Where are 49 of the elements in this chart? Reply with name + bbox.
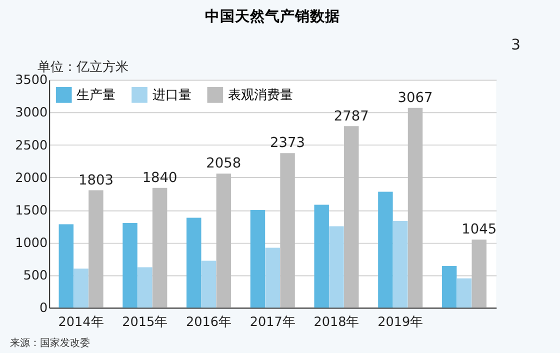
data-label: 2787: [334, 108, 369, 124]
bar: [408, 108, 423, 308]
x-tick-label: 2014年: [58, 314, 104, 330]
bar: [201, 260, 216, 308]
y-tick-label: 0: [40, 301, 48, 316]
legend-label: 表观消费量: [228, 88, 293, 103]
bar: [138, 267, 152, 308]
bar: [152, 188, 168, 308]
data-label: 3067: [398, 90, 433, 106]
bar: [472, 240, 486, 308]
bar: [442, 266, 457, 308]
bar: [392, 221, 408, 308]
bar: [58, 224, 74, 308]
x-tick-label: 2015年: [122, 314, 168, 330]
data-label: 1840: [142, 170, 178, 186]
y-tick-label: 2000: [15, 170, 48, 186]
y-tick-label: 1000: [15, 236, 48, 251]
bar: [280, 153, 295, 308]
legend-label: 进口量: [152, 88, 192, 103]
bar: [74, 268, 88, 308]
bar: [265, 248, 280, 308]
data-label: 2373: [270, 135, 306, 152]
y-axis-title: 单位：亿立方米: [37, 58, 128, 75]
x-tick-label: 2019年: [378, 314, 424, 330]
y-tick-label: 3000: [15, 106, 48, 121]
source-note: 来源：国家发改委: [10, 336, 90, 349]
bar: [456, 278, 472, 308]
bar: [216, 174, 232, 308]
bar: [344, 126, 359, 308]
text: 3: [511, 36, 520, 54]
x-tick-label: 2017年: [250, 314, 296, 330]
y-tick-label: 1500: [15, 203, 48, 218]
bar: [314, 204, 329, 308]
data-label: 2058: [206, 156, 242, 172]
y-tick-label: 3500: [15, 73, 48, 88]
bar: [88, 190, 104, 308]
bar: [329, 226, 344, 308]
bar: [378, 192, 393, 308]
y-tick-label: 2500: [15, 138, 48, 154]
data-label: 1045: [462, 222, 497, 238]
bar: [122, 223, 138, 308]
y-tick-label: 500: [23, 268, 48, 284]
bar: [250, 210, 266, 308]
bar: [186, 218, 202, 308]
legend-label: 生产量: [76, 88, 116, 103]
x-tick-label: 2016年: [186, 314, 232, 330]
chart-title: 中国天然气产销数据: [205, 8, 340, 25]
data-label: 1803: [78, 172, 114, 188]
x-tick-label: 2018年: [314, 314, 360, 330]
